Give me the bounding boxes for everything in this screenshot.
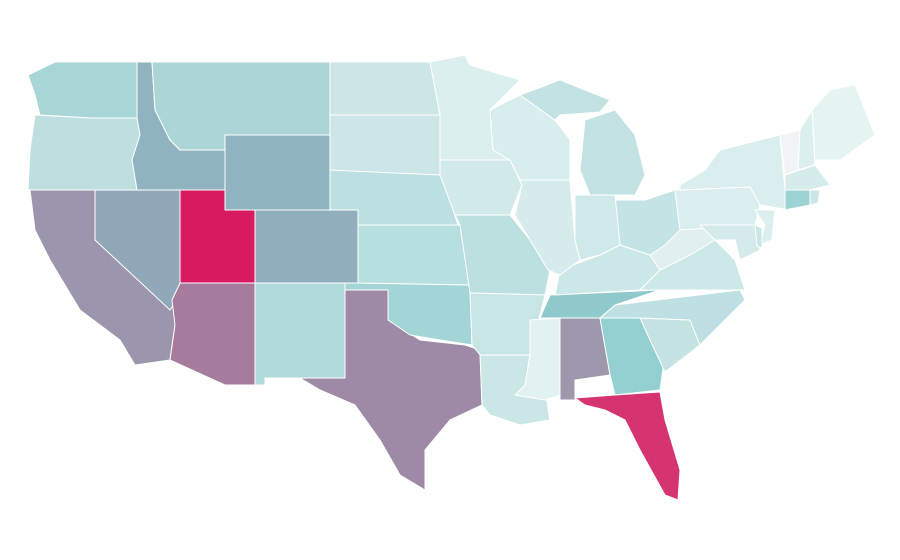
state [614,189,681,256]
state [514,179,581,276]
state [329,114,441,176]
state [254,282,346,386]
state [754,224,763,249]
state [27,114,141,191]
state [254,209,359,284]
state [454,214,551,296]
state [439,159,523,216]
state [169,282,256,386]
states [27,54,876,501]
state [784,164,831,191]
state [784,189,811,211]
state [754,209,776,246]
state [574,391,681,501]
state [224,134,331,211]
state [599,289,746,346]
state [539,289,661,319]
state [27,61,138,119]
state [579,109,646,196]
state [329,61,441,116]
state [519,79,611,121]
state [357,224,471,286]
state [811,84,876,161]
state [809,189,821,206]
state [674,186,761,231]
